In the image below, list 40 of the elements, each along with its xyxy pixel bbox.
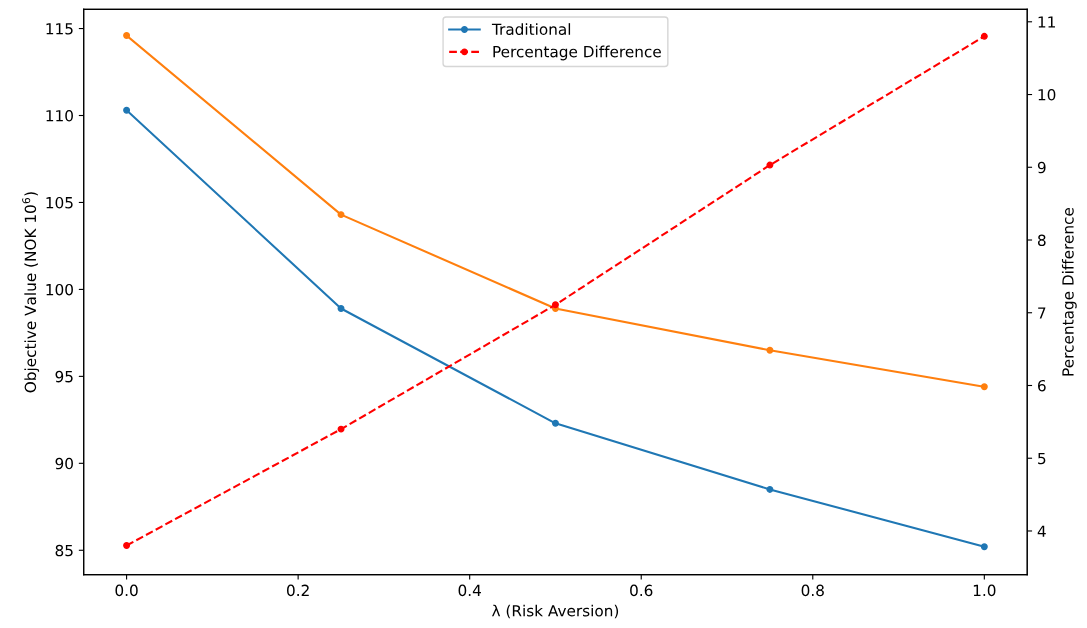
x-tick-label: 0.2: [286, 584, 309, 597]
y-axis-title: Objective Value (NOK 10$^{6}$): [22, 192, 40, 393]
legend-label: Percentage Difference: [493, 45, 661, 61]
y2-tick-label: 9: [1037, 161, 1046, 174]
y-tick-label: 100: [46, 283, 73, 296]
point: [123, 542, 131, 549]
x-tick-label: 0.8: [801, 584, 824, 597]
x-axis-title: λ (Risk Aversion): [491, 604, 619, 619]
x-tick-label: 0.4: [458, 584, 481, 597]
y2-tick-label: 6: [1038, 379, 1046, 392]
point: [123, 106, 131, 114]
y-tick-label: 115: [46, 23, 73, 35]
x-tick-label: 0.0: [115, 584, 138, 597]
y-tick-label: 110: [46, 109, 73, 122]
y-tick-label: 105: [46, 196, 73, 209]
point: [980, 543, 988, 551]
y2-tick-label: 4: [1037, 525, 1046, 537]
x-tick-label: 0.6: [630, 584, 653, 597]
y2-tick-label: 8: [1037, 234, 1046, 247]
point: [337, 211, 345, 219]
point: [551, 419, 559, 427]
y-tick-label: 90: [55, 457, 73, 470]
y2-tick-label: 10: [1038, 88, 1056, 101]
y-tick-label: 95: [55, 370, 73, 383]
y2-tick-label: 7: [1038, 307, 1046, 319]
y-tick-label: 85: [55, 544, 73, 557]
x-tick-label: 1.0: [973, 584, 996, 597]
point: [766, 346, 774, 354]
point: [337, 425, 345, 433]
point: [980, 383, 988, 391]
point: [766, 485, 774, 493]
point: [551, 301, 559, 309]
y2-axis-title: Percentage Difference: [1061, 207, 1077, 376]
y2-tick-label: 11: [1038, 16, 1055, 28]
legend-label: Traditional: [491, 23, 571, 35]
point: [123, 32, 131, 39]
point: [980, 32, 988, 40]
y2-tick-label: 5: [1038, 452, 1046, 465]
point: [337, 305, 345, 313]
point: [766, 161, 774, 169]
